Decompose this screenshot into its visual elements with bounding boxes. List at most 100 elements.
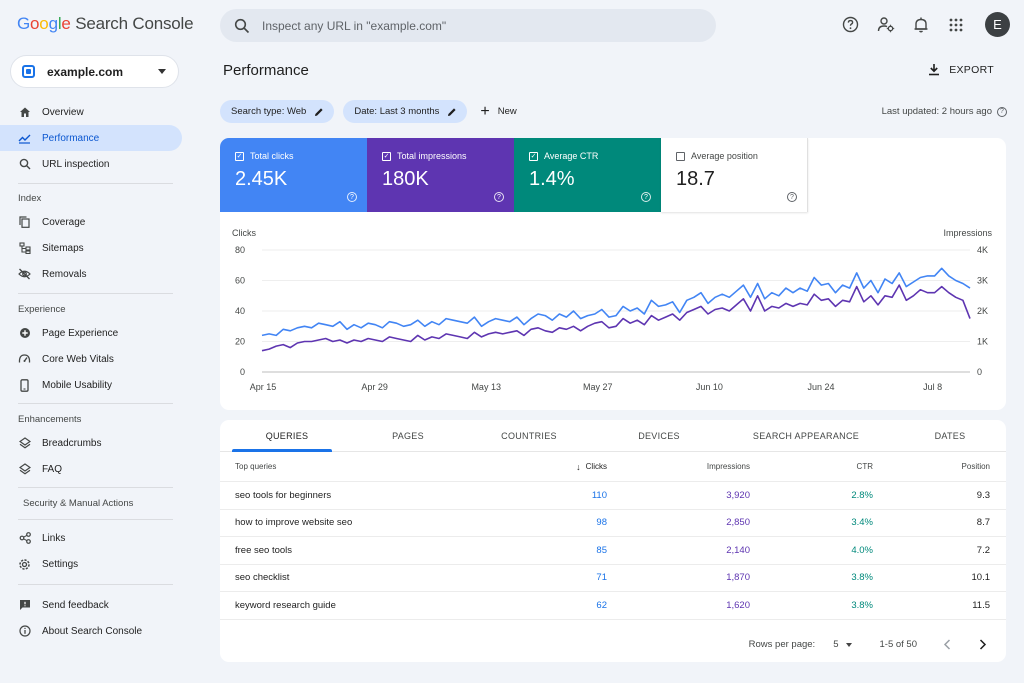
position-cell: 9.3 xyxy=(976,489,990,501)
logo-letter: e xyxy=(61,14,71,33)
rows-per-page-value: 5 xyxy=(833,639,839,650)
apps-icon[interactable] xyxy=(946,15,965,34)
column-header-impressions[interactable]: Impressions xyxy=(706,462,750,471)
table-row[interactable]: keyword research guide 62 1,620 3.8% 11.… xyxy=(220,592,1006,620)
sidebar-item-removals[interactable]: Removals xyxy=(0,261,182,287)
sidebar-item-url-inspection[interactable]: URL inspection xyxy=(0,151,182,177)
tab-queries[interactable]: QUERIES xyxy=(265,431,309,441)
metric-label: Total impressions xyxy=(397,151,467,161)
search-input[interactable] xyxy=(262,18,662,33)
divider xyxy=(18,293,173,294)
query-cell: free seo tools xyxy=(235,544,293,556)
manage-users-icon[interactable] xyxy=(876,15,895,34)
ctr-cell: 2.8% xyxy=(851,489,873,501)
url-inspection-search[interactable] xyxy=(220,9,716,42)
sidebar-item-about[interactable]: About Search Console xyxy=(0,618,182,644)
next-page-button[interactable] xyxy=(977,639,989,650)
table-row[interactable]: how to improve website seo 98 2,850 3.4%… xyxy=(220,510,1006,537)
sidebar-section-index: Index xyxy=(18,192,42,204)
x-tick-label: May 27 xyxy=(583,382,613,392)
metric-total-clicks[interactable]: ✓ Total clicks 2.45K ? xyxy=(220,138,367,212)
notifications-icon[interactable] xyxy=(911,15,930,34)
dimensions-table-card: QUERIES PAGES COUNTRIES DEVICES SEARCH A… xyxy=(220,420,1006,662)
sidebar-item-faq[interactable]: FAQ xyxy=(0,456,182,482)
metric-label: Average position xyxy=(691,151,758,161)
checkbox-unchecked-icon[interactable] xyxy=(676,151,685,161)
help-icon[interactable]: ? xyxy=(997,106,1007,117)
checkbox-checked-icon[interactable]: ✓ xyxy=(529,151,538,161)
right-tick-label: 1K xyxy=(977,337,988,347)
column-header-clicks[interactable]: ↓ Clicks xyxy=(576,452,607,481)
right-tick-label: 4K xyxy=(977,245,988,255)
search-type-filter-chip[interactable]: Search type: Web xyxy=(220,100,335,123)
sidebar-item-label: Mobile Usability xyxy=(42,379,113,391)
sidebar-item-links[interactable]: Links xyxy=(0,525,182,551)
tab-pages[interactable]: PAGES xyxy=(392,431,424,441)
sidebar-item-send-feedback[interactable]: Send feedback xyxy=(0,592,182,618)
sidebar-item-sitemaps[interactable]: Sitemaps xyxy=(0,235,182,261)
query-cell: seo checklist xyxy=(235,572,290,584)
metric-average-ctr[interactable]: ✓ Average CTR 1.4% ? xyxy=(514,138,661,212)
sidebar-item-label: About Search Console xyxy=(42,625,143,637)
sidebar-item-page-experience[interactable]: Page Experience xyxy=(0,320,182,346)
tab-search-appearance[interactable]: SEARCH APPEARANCE xyxy=(752,431,860,441)
page-title: Performance xyxy=(223,62,309,79)
property-selector[interactable]: example.com xyxy=(10,55,179,88)
rows-per-page-select[interactable]: 5 xyxy=(833,639,852,650)
help-icon[interactable]: ? xyxy=(494,192,504,202)
avatar[interactable]: E xyxy=(985,12,1010,37)
page-range: 1-5 of 50 xyxy=(879,639,918,650)
sidebar-section-security[interactable]: Security & Manual Actions xyxy=(23,497,134,509)
sidebar-item-breadcrumbs[interactable]: Breadcrumbs xyxy=(0,430,182,456)
sidebar-item-performance[interactable]: Performance xyxy=(0,125,182,151)
sidebar-item-overview[interactable]: Overview xyxy=(0,99,182,125)
help-icon[interactable] xyxy=(841,15,860,34)
metric-value: 180K xyxy=(382,168,429,190)
chevron-left-icon xyxy=(943,639,951,650)
tab-countries[interactable]: COUNTRIES xyxy=(501,431,557,441)
sidebar-item-label: Overview xyxy=(42,106,84,118)
chip-label: Search type: Web xyxy=(231,106,307,117)
sidebar-item-settings[interactable]: Settings xyxy=(0,551,182,577)
clicks-cell: 110 xyxy=(591,489,607,501)
active-tab-indicator xyxy=(232,449,332,452)
metric-average-position[interactable]: Average position 18.7 ? xyxy=(661,138,808,212)
previous-page-button[interactable] xyxy=(941,639,953,650)
new-filter-button[interactable]: + New xyxy=(480,103,516,120)
help-icon[interactable]: ? xyxy=(641,192,651,202)
checkbox-checked-icon[interactable]: ✓ xyxy=(235,151,244,161)
table-row[interactable]: seo tools for beginners 110 3,920 2.8% 9… xyxy=(220,482,1006,510)
column-header-position[interactable]: Position xyxy=(961,462,990,471)
tab-devices[interactable]: DEVICES xyxy=(638,431,680,441)
impressions-cell: 3,920 xyxy=(726,489,750,501)
clicks-cell: 71 xyxy=(596,572,607,584)
export-button[interactable]: EXPORT xyxy=(928,63,994,76)
impressions-cell: 1,620 xyxy=(726,599,750,611)
help-icon[interactable]: ? xyxy=(347,192,357,202)
last-updated-text: Last updated: 2 hours ago xyxy=(881,106,992,117)
tab-dates[interactable]: DATES xyxy=(934,431,966,441)
metric-value: 18.7 xyxy=(676,168,715,190)
x-tick-label: Jul 8 xyxy=(923,382,942,392)
search-console-logo[interactable]: Google Search Console xyxy=(17,14,194,34)
metric-total-impressions[interactable]: ✓ Total impressions 180K ? xyxy=(367,138,514,212)
checkbox-checked-icon[interactable]: ✓ xyxy=(382,151,391,161)
column-header-ctr[interactable]: CTR xyxy=(856,462,873,471)
rows-per-page-label: Rows per page: xyxy=(748,639,816,650)
logo-letter: l xyxy=(57,14,62,33)
x-tick-label: May 13 xyxy=(471,382,501,392)
ctr-cell: 3.8% xyxy=(851,572,873,584)
table-row[interactable]: free seo tools 85 2,140 4.0% 7.2 xyxy=(220,537,1006,565)
add-circle-icon xyxy=(18,327,31,340)
date-filter-chip[interactable]: Date: Last 3 months xyxy=(343,100,468,123)
column-header-query[interactable]: Top queries xyxy=(235,462,277,471)
left-tick-label: 0 xyxy=(240,367,245,377)
sidebar-item-coverage[interactable]: Coverage xyxy=(0,209,182,235)
sidebar-item-mobile-usability[interactable]: Mobile Usability xyxy=(0,372,182,398)
help-icon[interactable]: ? xyxy=(787,192,797,202)
performance-card: ✓ Total clicks 2.45K ? ✓ Total impressions… xyxy=(220,138,1006,410)
table-row[interactable]: seo checklist 71 1,870 3.8% 10.1 xyxy=(220,565,1006,592)
metric-label: Average CTR xyxy=(544,151,599,161)
sidebar-item-core-web-vitals[interactable]: Core Web Vitals xyxy=(0,346,182,372)
clicks-cell: 85 xyxy=(596,544,607,556)
